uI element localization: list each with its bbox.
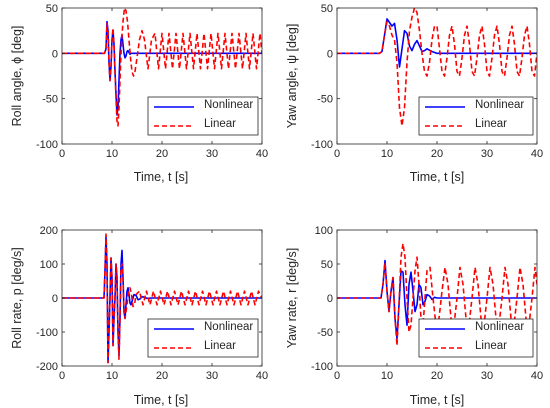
x-tick-label-roll-angle: 30 (206, 148, 218, 160)
x-tick-label-roll-angle: 40 (256, 148, 268, 160)
y-tick-label-yaw-rate: -50 (317, 327, 333, 339)
legend-box-roll-angle (147, 96, 259, 136)
ylabel-roll-rate: Roll rate, p [deg/s] (10, 247, 24, 348)
panel-yaw-rate: Yaw rate, r [deg/s] Time, t [s] 0 10 20 30 4… (285, 225, 543, 407)
y-tick-label-roll-rate: -100 (36, 327, 58, 339)
x-tick-label-roll-rate: 40 (256, 370, 268, 382)
series-line-linear-yaw-angle (337, 8, 537, 127)
y-tick-label-roll-angle: -100 (36, 139, 58, 151)
y-tick-label-yaw-angle: 50 (321, 3, 333, 15)
series-line-linear-roll-angle (62, 8, 262, 127)
ylabel-roll-angle: Roll angle, ϕ [deg] (10, 26, 24, 127)
x-tick-label-roll-angle: 10 (106, 148, 118, 160)
y-tick-label-yaw-angle: -100 (311, 139, 333, 151)
x-tick-label-yaw-angle: 10 (381, 148, 393, 160)
panel-yaw-angle: Yaw angle, ψ [deg] Time, t [s] 0 10 20 30 40… (285, 3, 543, 184)
x-tick-label-yaw-angle: 0 (334, 148, 340, 160)
x-tick-label-roll-rate: 0 (59, 370, 65, 382)
legend-label-nonlinear-roll-rate: Nonlinear (204, 321, 253, 333)
xlabel-roll-angle: Time, t [s] (134, 170, 188, 184)
x-tick-label-yaw-angle: 40 (531, 148, 543, 160)
xlabel-yaw-rate: Time, t [s] (410, 393, 464, 407)
legend-label-linear-yaw-rate: Linear (475, 340, 507, 352)
x-tick-label-yaw-rate: 30 (481, 370, 493, 382)
ylabel-yaw-rate: Yaw rate, r [deg/s] (285, 248, 299, 349)
x-tick-label-yaw-rate: 10 (381, 370, 393, 382)
y-tick-label-roll-rate: 100 (40, 259, 58, 271)
y-tick-label-roll-rate: 200 (40, 225, 58, 237)
x-tick-label-yaw-angle: 20 (431, 148, 443, 160)
y-tick-label-yaw-rate: 50 (321, 259, 333, 271)
legend-label-linear-roll-rate: Linear (204, 340, 236, 352)
legend-box-yaw-rate (418, 318, 534, 358)
y-tick-label-yaw-angle: -50 (317, 94, 333, 106)
y-tick-label-yaw-angle: 0 (327, 48, 333, 60)
y-tick-label-roll-rate: 0 (52, 293, 58, 305)
legend-label-linear-yaw-angle: Linear (475, 118, 507, 130)
legend-label-nonlinear-yaw-angle: Nonlinear (475, 99, 524, 111)
x-tick-label-yaw-rate: 40 (531, 370, 543, 382)
series-line-nonlinear-yaw-angle (337, 18, 537, 68)
y-tick-label-yaw-rate: -100 (311, 361, 333, 373)
panel-roll-angle: Roll angle, ϕ [deg] Time, t [s] 0 10 20 30 4… (10, 3, 268, 184)
y-tick-label-yaw-rate: 0 (327, 293, 333, 305)
x-tick-label-roll-angle: 0 (59, 148, 65, 160)
xlabel-roll-rate: Time, t [s] (134, 393, 188, 407)
y-tick-label-roll-angle: 50 (46, 3, 58, 15)
x-tick-label-yaw-rate: 20 (431, 370, 443, 382)
y-tick-label-roll-angle: 0 (52, 48, 58, 60)
legend-box-roll-rate (147, 318, 259, 358)
legend-label-nonlinear-yaw-rate: Nonlinear (475, 321, 524, 333)
xlabel-yaw-angle: Time, t [s] (410, 170, 464, 184)
x-tick-label-roll-rate: 20 (156, 370, 168, 382)
ylabel-yaw-angle: Yaw angle, ψ [deg] (285, 24, 299, 129)
panel-roll-rate: Roll rate, p [deg/s] Time, t [s] 0 10 20 30… (10, 225, 268, 407)
x-tick-label-roll-rate: 30 (206, 370, 218, 382)
y-tick-label-roll-angle: -50 (42, 94, 58, 106)
legend-label-linear-roll-angle: Linear (204, 118, 236, 130)
x-tick-label-roll-angle: 20 (156, 148, 168, 160)
x-tick-label-yaw-angle: 30 (481, 148, 493, 160)
y-tick-label-yaw-rate: 100 (315, 225, 333, 237)
series-line-linear-roll-rate (62, 233, 262, 364)
x-tick-label-yaw-rate: 0 (334, 370, 340, 382)
legend-label-nonlinear-roll-angle: Nonlinear (204, 99, 253, 111)
legend-box-yaw-angle (418, 96, 534, 136)
x-tick-label-roll-rate: 10 (106, 370, 118, 382)
y-tick-label-roll-rate: -200 (36, 361, 58, 373)
